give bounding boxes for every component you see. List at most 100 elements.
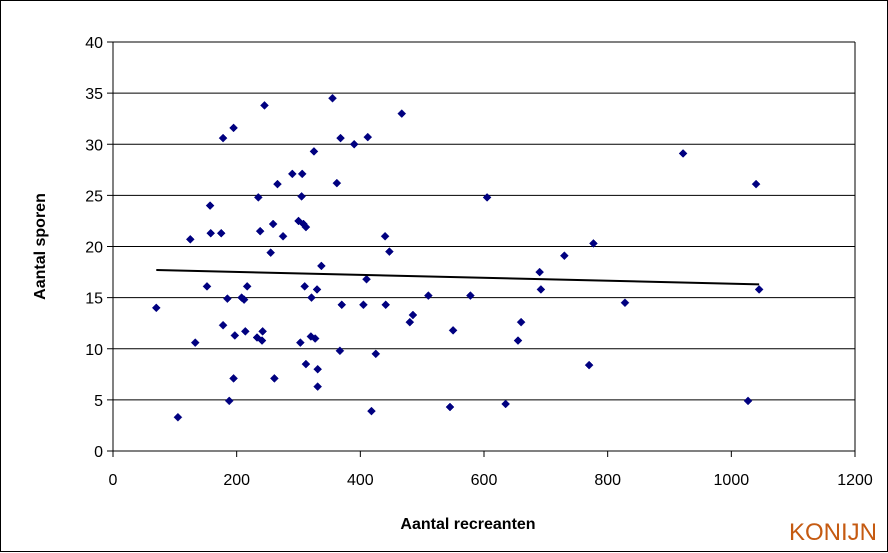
data-point-0: [151, 303, 161, 313]
y-tick-label-10: 10: [85, 342, 103, 359]
y-axis-title: Aantal sporen: [32, 193, 49, 300]
data-point-72: [535, 267, 545, 277]
data-point-66: [448, 325, 458, 335]
data-point-45: [313, 382, 323, 391]
x-tick-label-1000: 1000: [714, 472, 750, 489]
data-point-60: [385, 247, 394, 256]
x-tick-label-600: 600: [471, 472, 498, 489]
data-point-54: [362, 274, 371, 284]
data-point-56: [367, 406, 376, 416]
y-tick-label-40: 40: [85, 35, 103, 52]
x-tick-label-0: 0: [109, 472, 118, 489]
data-point-69: [501, 399, 510, 409]
data-point-10: [223, 294, 232, 304]
data-point-65: [445, 402, 455, 412]
data-point-7: [216, 228, 226, 238]
data-point-12: [229, 123, 238, 133]
data-point-40: [307, 293, 316, 302]
data-point-25: [266, 248, 276, 257]
y-tick-labels: 0 5 10 15 20 25 30 35 40: [85, 35, 103, 461]
y-tick-label-35: 35: [85, 86, 103, 103]
data-point-74: [560, 251, 569, 261]
data-point-68: [482, 193, 492, 202]
y-tick-label-0: 0: [94, 444, 103, 461]
data-points: [151, 93, 764, 422]
data-point-77: [620, 298, 630, 308]
data-point-81: [754, 285, 764, 294]
y-tick-label-5: 5: [94, 393, 103, 410]
data-point-47: [328, 93, 337, 103]
data-point-71: [516, 317, 526, 327]
data-point-49: [335, 346, 345, 356]
data-point-30: [287, 169, 297, 179]
axes: [112, 42, 856, 452]
x-tick-label-800: 800: [594, 472, 621, 489]
data-point-18: [242, 282, 252, 291]
data-point-34: [297, 169, 307, 179]
x-tick-label-1200: 1200: [837, 472, 873, 489]
data-point-29: [278, 231, 288, 241]
data-point-73: [536, 285, 546, 294]
grid-lines: [107, 41, 856, 457]
y-tick-label-30: 30: [85, 137, 103, 154]
data-point-64: [423, 291, 433, 300]
y-tick-label-25: 25: [85, 188, 103, 205]
data-point-44: [313, 364, 323, 374]
data-point-4: [202, 282, 212, 291]
data-point-13: [229, 374, 238, 383]
data-point-80: [751, 179, 761, 189]
data-point-14: [230, 331, 240, 340]
data-point-9: [218, 320, 228, 330]
data-point-22: [257, 336, 267, 345]
data-point-8: [218, 133, 228, 143]
data-point-79: [743, 396, 753, 406]
species-label: KONIJN: [789, 519, 877, 546]
data-point-62: [405, 317, 415, 327]
data-point-59: [381, 300, 391, 310]
data-point-1: [173, 412, 183, 422]
data-point-50: [336, 133, 345, 143]
data-point-3: [190, 338, 200, 347]
data-point-53: [359, 300, 368, 310]
x-tick-label-400: 400: [347, 472, 374, 489]
data-point-32: [296, 338, 305, 347]
data-point-41: [309, 147, 319, 156]
data-point-6: [206, 228, 216, 238]
data-point-43: [312, 285, 322, 294]
data-point-57: [371, 349, 381, 359]
y-tick-label-15: 15: [85, 291, 103, 308]
data-point-26: [268, 219, 278, 229]
data-point-2: [185, 234, 195, 244]
data-point-38: [301, 359, 311, 369]
data-point-55: [363, 132, 373, 142]
data-point-48: [332, 178, 342, 188]
data-point-63: [408, 310, 418, 320]
data-point-61: [397, 109, 407, 118]
trendline: [156, 269, 760, 286]
x-tick-label-200: 200: [223, 472, 250, 489]
x-axis-title: Aantal recreanten: [400, 516, 535, 533]
trendline-group: [156, 269, 760, 286]
data-point-17: [240, 327, 250, 336]
data-point-76: [589, 239, 598, 248]
data-point-52: [349, 139, 359, 149]
data-point-20: [253, 193, 263, 202]
data-point-5: [205, 201, 215, 210]
data-point-42: [310, 334, 320, 343]
data-point-51: [337, 300, 347, 310]
data-point-27: [270, 374, 279, 383]
y-tick-label-20: 20: [85, 240, 103, 257]
data-point-24: [260, 101, 269, 110]
data-point-28: [273, 179, 282, 189]
data-point-78: [678, 149, 688, 158]
data-point-46: [317, 261, 326, 271]
data-point-70: [513, 336, 523, 345]
data-point-16: [239, 295, 249, 305]
data-point-58: [380, 231, 390, 241]
data-point-33: [297, 192, 306, 201]
x-tick-labels: 0 200 400 600 800 1000 1200: [109, 472, 873, 489]
data-point-75: [584, 360, 594, 370]
data-point-36: [300, 282, 310, 291]
